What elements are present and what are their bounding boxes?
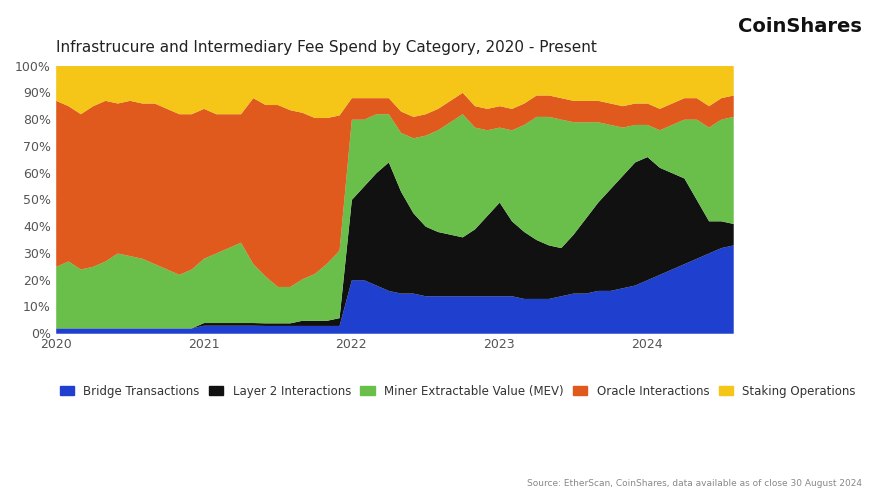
Text: Infrastrucure and Intermediary Fee Spend by Category, 2020 - Present: Infrastrucure and Intermediary Fee Spend… [56,39,597,55]
Text: Source: EtherScan, CoinShares, data available as of close 30 August 2024: Source: EtherScan, CoinShares, data avai… [527,479,862,488]
Legend: Bridge Transactions, Layer 2 Interactions, Miner Extractable Value (MEV), Oracle: Bridge Transactions, Layer 2 Interaction… [55,380,861,402]
Text: CoinShares: CoinShares [738,17,862,36]
